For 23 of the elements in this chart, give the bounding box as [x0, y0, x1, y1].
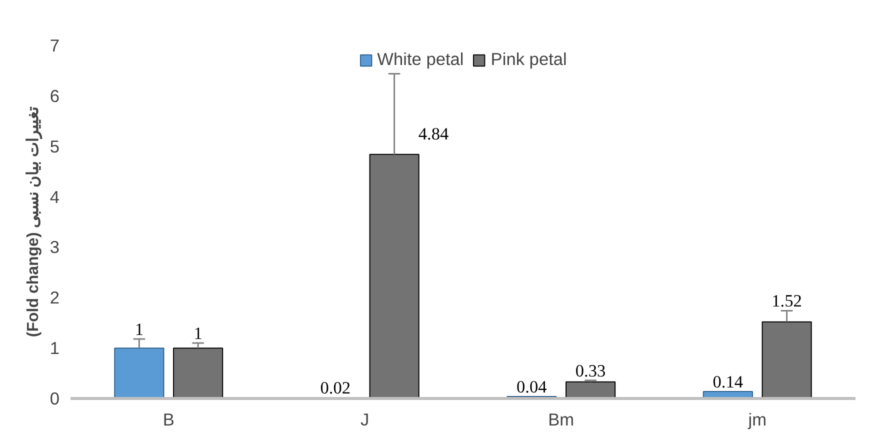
data-label: 0.33: [575, 361, 606, 380]
y-tick-label: 1: [50, 338, 60, 358]
y-tick-label: 7: [50, 36, 60, 56]
data-label: 1: [194, 324, 202, 343]
data-label: 0.14: [712, 372, 744, 392]
x-tick-label: jm: [747, 410, 767, 430]
data-label: 4.84: [418, 124, 450, 144]
data-label: 0.04: [516, 377, 548, 396]
x-tick-label: J: [360, 410, 370, 430]
data-label: 0.02: [320, 378, 351, 398]
y-tick-label: 6: [50, 86, 60, 106]
data-label: 1.52: [772, 292, 802, 311]
y-tick-label: 5: [50, 136, 60, 156]
y-tick-label: 4: [50, 186, 60, 207]
x-tick-label: Bm: [548, 410, 574, 430]
legend-label: Pink petal: [490, 49, 567, 70]
y-tick-label: 3: [50, 237, 60, 258]
x-tick-label: B: [162, 410, 174, 430]
legend-label: White petal: [377, 49, 464, 70]
y-axis-title: (Fold change) تغییرات بیان نسبی: [24, 106, 43, 338]
y-tick-label: 0: [50, 388, 60, 408]
data-label: 1: [134, 320, 144, 339]
y-tick-label: 2: [50, 288, 60, 308]
